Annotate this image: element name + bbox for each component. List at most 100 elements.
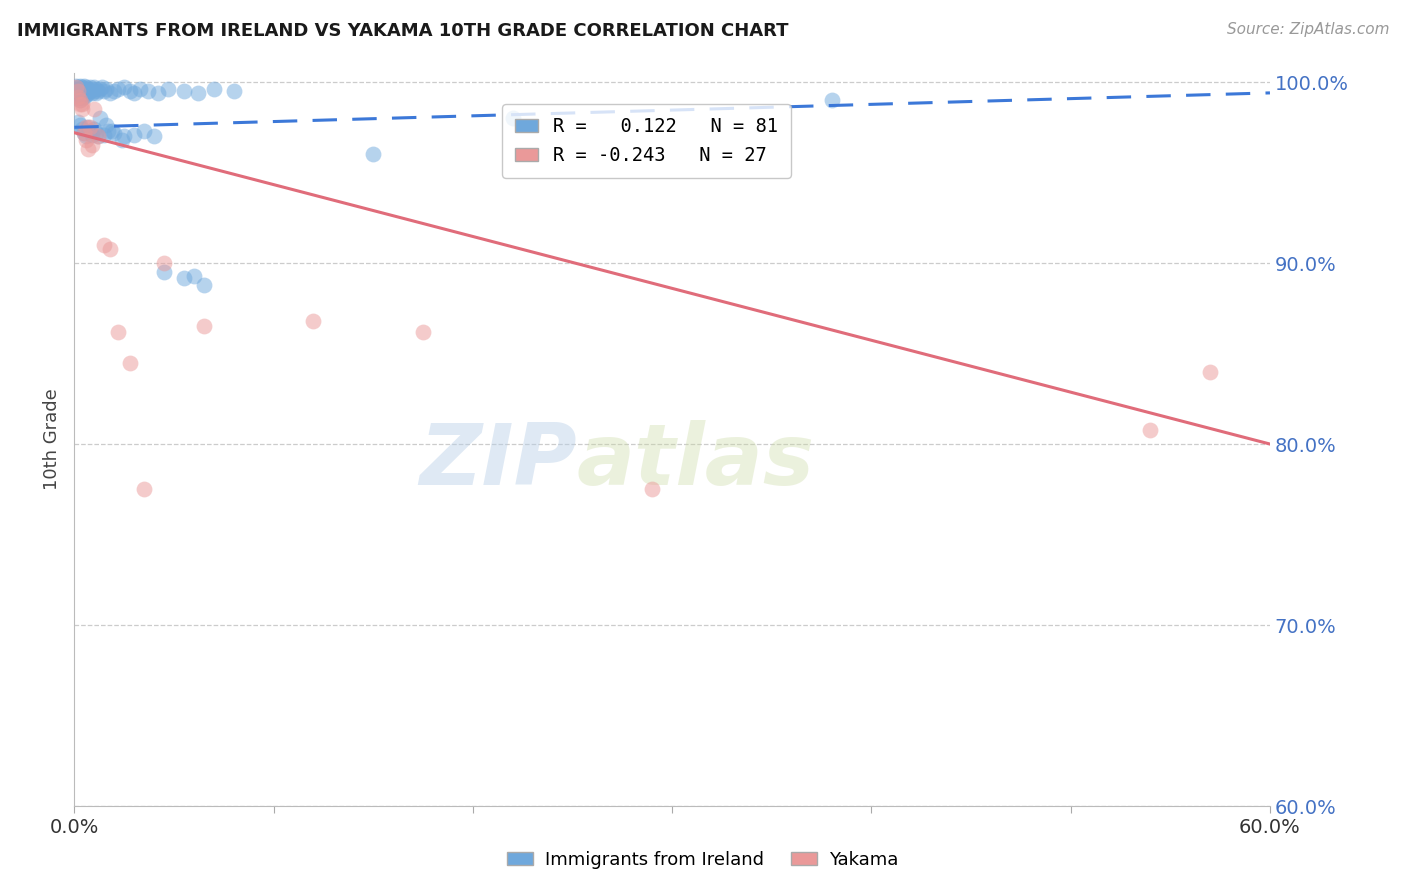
Point: [112, 80, 135, 95]
Point: [73, 78, 96, 93]
Point: [75, 84, 97, 98]
Text: ZIP: ZIP: [419, 420, 576, 503]
Point: [67, 91, 90, 105]
Point: [69, 96, 91, 111]
Point: [83, 84, 105, 98]
Point: [120, 355, 142, 369]
Point: [502, 112, 524, 126]
Point: [67, 87, 90, 102]
Point: [79, 80, 101, 95]
Point: [120, 84, 142, 98]
Point: [107, 82, 129, 96]
Point: [302, 314, 325, 328]
Point: [97, 124, 120, 138]
Text: Source: ZipAtlas.com: Source: ZipAtlas.com: [1226, 22, 1389, 37]
Point: [72, 91, 94, 105]
Point: [156, 82, 179, 96]
Point: [129, 82, 152, 96]
Text: atlas: atlas: [576, 420, 814, 503]
Point: [146, 86, 169, 100]
Point: [103, 126, 125, 140]
Point: [87, 84, 110, 98]
Point: [173, 270, 195, 285]
Legend: Immigrants from Ireland, Yakama: Immigrants from Ireland, Yakama: [501, 844, 905, 876]
Text: IMMIGRANTS FROM IRELAND VS YAKAMA 10TH GRADE CORRELATION CHART: IMMIGRANTS FROM IRELAND VS YAKAMA 10TH G…: [17, 22, 789, 40]
Point: [193, 319, 215, 334]
Point: [87, 129, 110, 144]
Point: [1199, 365, 1222, 379]
Point: [111, 133, 134, 147]
Point: [69, 93, 91, 107]
Point: [79, 120, 101, 135]
Point: [84, 82, 107, 96]
Point: [69, 119, 91, 133]
Point: [75, 120, 97, 135]
Point: [83, 80, 105, 95]
Point: [77, 142, 100, 156]
Point: [91, 80, 114, 95]
Point: [75, 80, 97, 95]
Point: [73, 89, 96, 103]
Point: [72, 80, 94, 95]
Point: [89, 112, 111, 126]
Point: [96, 119, 118, 133]
Point: [103, 84, 125, 98]
Point: [82, 86, 104, 100]
Point: [136, 84, 159, 98]
Point: [65, 82, 87, 96]
Point: [72, 96, 94, 111]
Point: [73, 126, 96, 140]
Point: [65, 80, 87, 95]
Point: [82, 128, 104, 142]
Point: [193, 277, 215, 292]
Point: [69, 78, 91, 93]
Point: [65, 86, 87, 100]
Point: [202, 82, 225, 96]
Point: [101, 124, 124, 138]
Point: [361, 147, 384, 161]
Point: [143, 129, 166, 144]
Point: [77, 86, 100, 100]
Point: [187, 86, 209, 100]
Point: [67, 115, 90, 129]
Point: [122, 128, 145, 142]
Point: [98, 242, 121, 256]
Point: [72, 122, 94, 136]
Legend: R =   0.122   N = 81, R = -0.243   N = 27: R = 0.122 N = 81, R = -0.243 N = 27: [502, 104, 792, 178]
Point: [69, 93, 91, 107]
Point: [67, 84, 90, 98]
Point: [820, 93, 842, 107]
Point: [72, 87, 94, 102]
Point: [75, 129, 97, 144]
Point: [1139, 423, 1161, 437]
Point: [69, 89, 91, 103]
Point: [75, 133, 97, 147]
Point: [65, 78, 87, 93]
Point: [641, 483, 664, 497]
Point: [122, 86, 145, 100]
Point: [73, 86, 96, 100]
Point: [72, 102, 94, 116]
Point: [83, 122, 105, 136]
Point: [412, 325, 434, 339]
Point: [107, 325, 129, 339]
Point: [75, 87, 97, 102]
Point: [82, 138, 104, 153]
Point: [153, 265, 176, 279]
Point: [222, 84, 245, 98]
Point: [67, 84, 90, 98]
Point: [73, 82, 96, 96]
Point: [77, 120, 100, 135]
Point: [93, 84, 115, 98]
Point: [73, 126, 96, 140]
Point: [173, 84, 195, 98]
Point: [132, 124, 155, 138]
Point: [84, 126, 107, 140]
Point: [67, 89, 90, 103]
Point: [82, 82, 104, 96]
Point: [96, 82, 118, 96]
Point: [67, 80, 90, 95]
Point: [77, 82, 100, 96]
Point: [183, 268, 205, 283]
Point: [153, 256, 176, 270]
